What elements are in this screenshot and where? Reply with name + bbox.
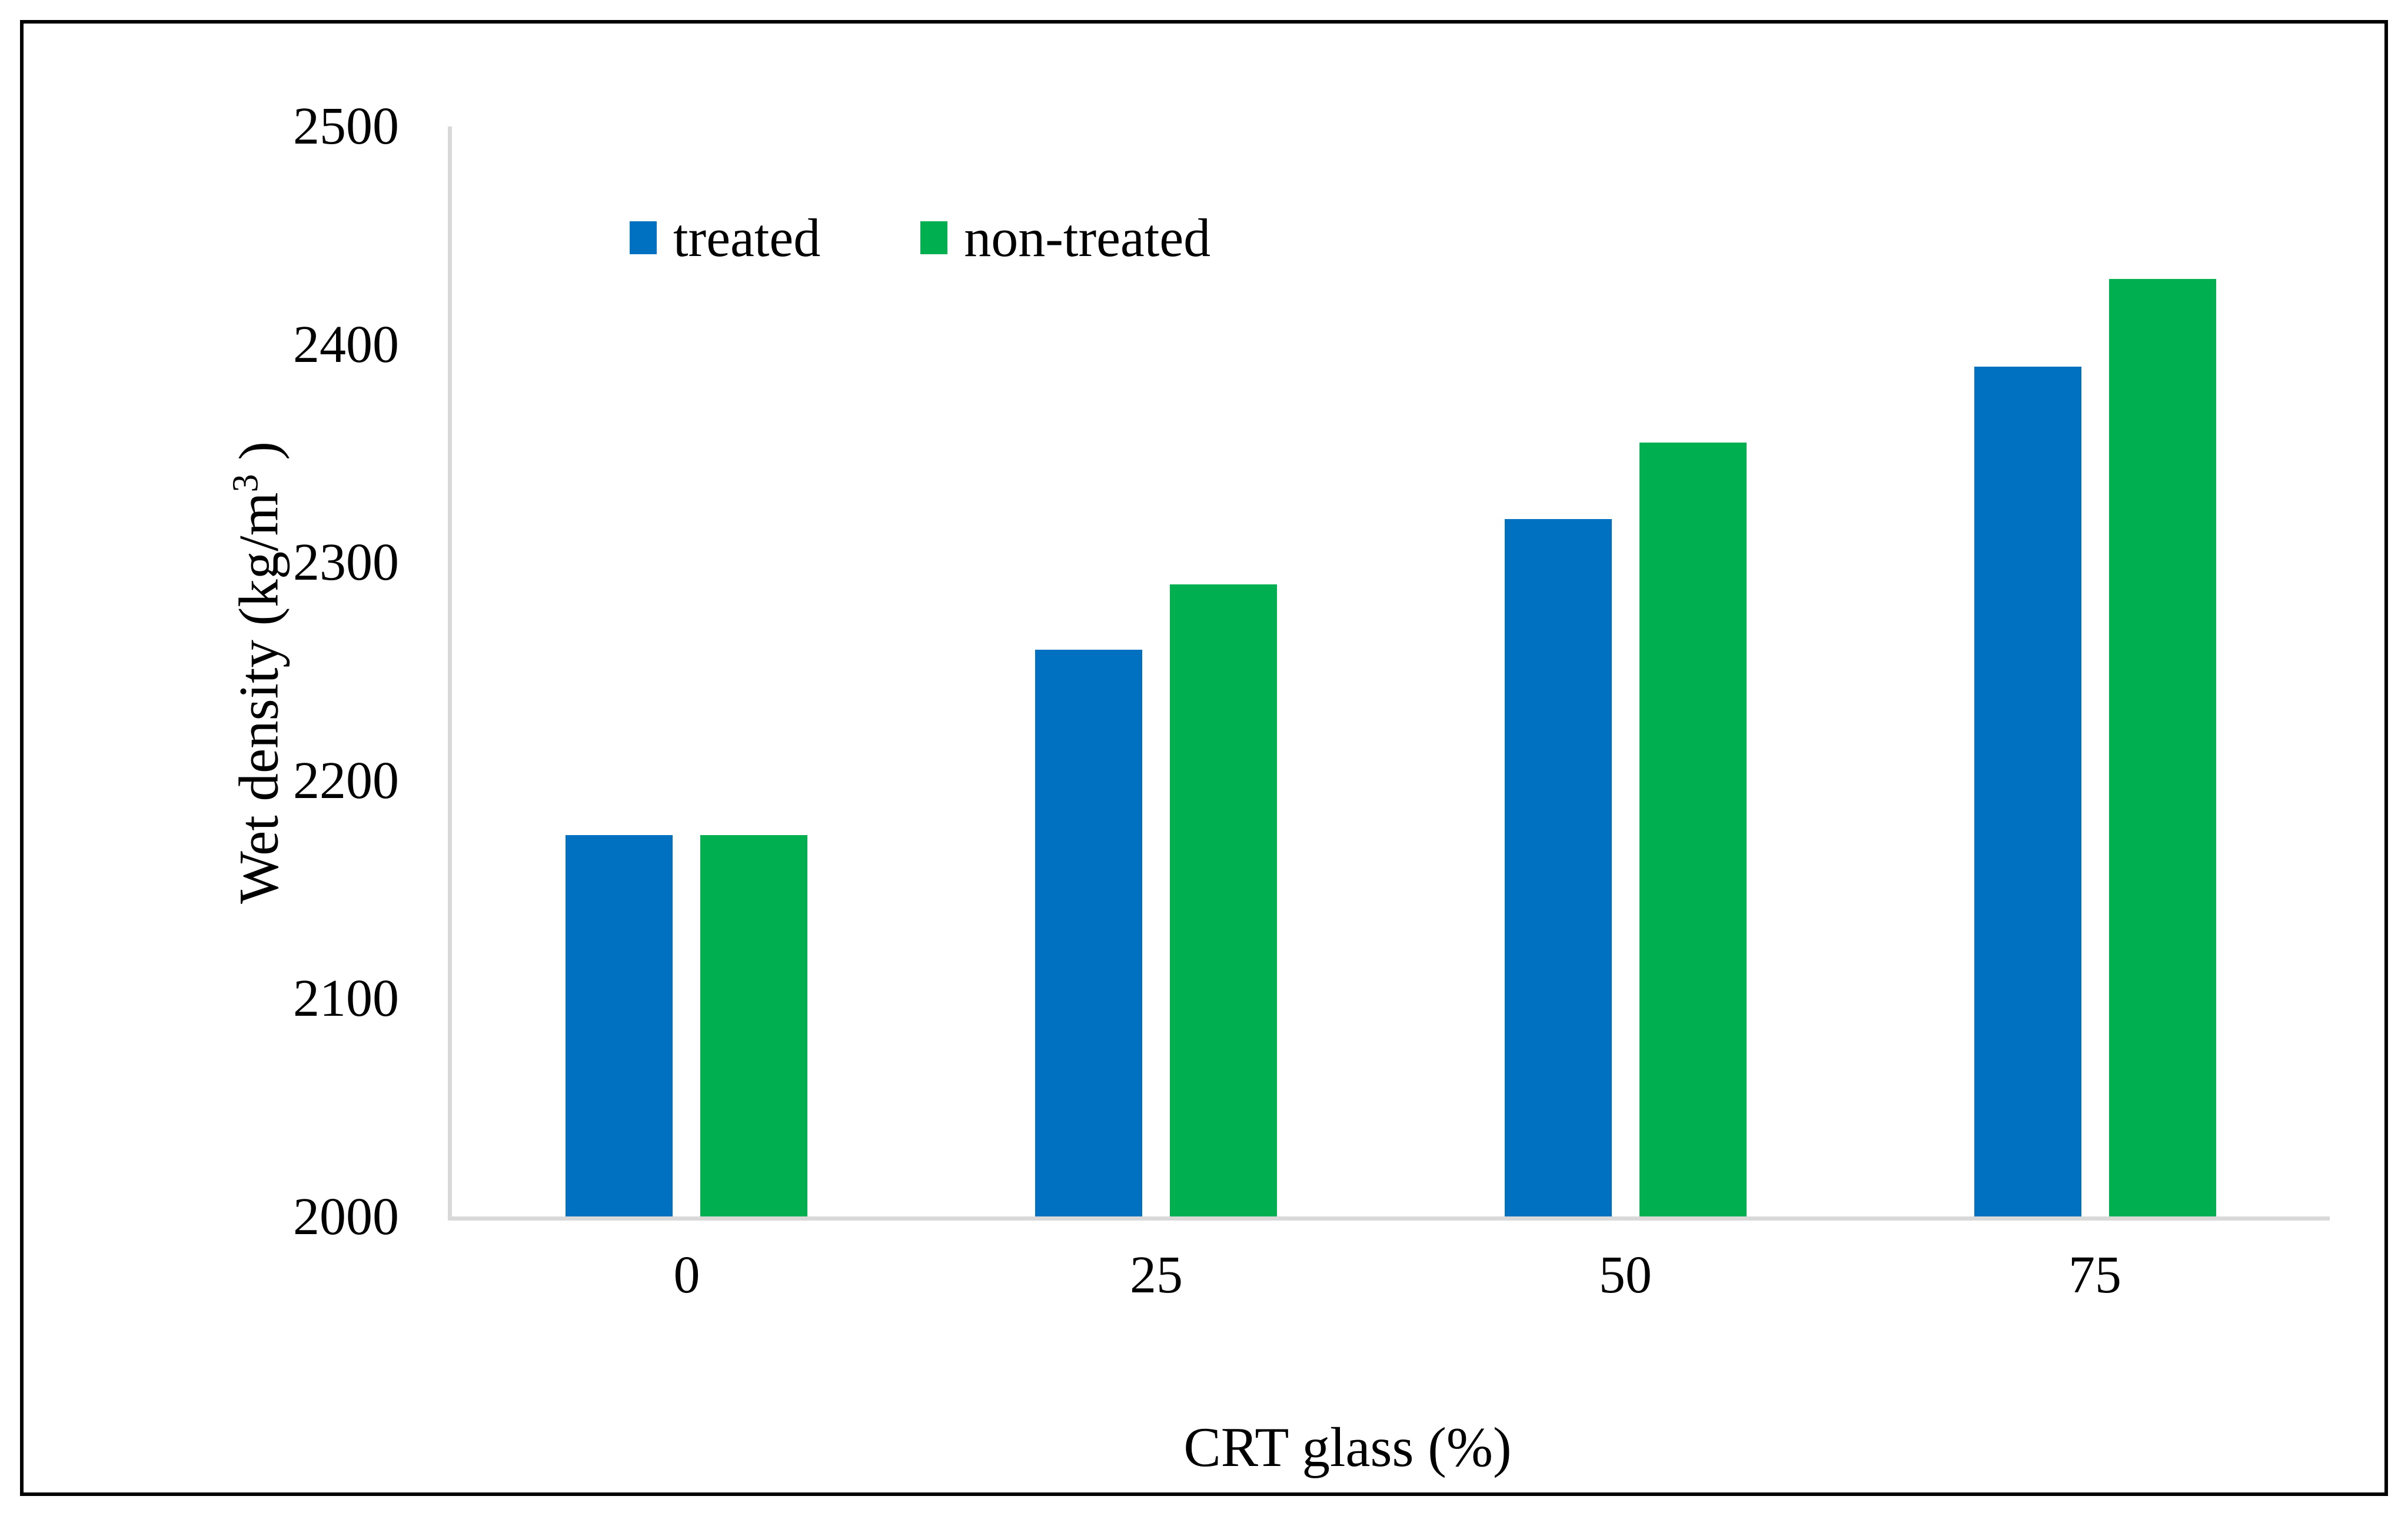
y-axis-title-text: Wet density (kg/m <box>227 492 290 904</box>
bar-treated-50 <box>1505 519 1612 1217</box>
x-axis-line <box>448 1216 2330 1221</box>
bar-treated-25 <box>1035 650 1142 1217</box>
y-axis-title: Wet density (kg/m3 ) <box>226 441 290 904</box>
legend-item-non-treated: non-treated <box>920 211 1210 265</box>
x-axis-title: CRT glass (%) <box>1183 1416 1512 1478</box>
bar-treated-0 <box>566 835 673 1217</box>
y-axis-line <box>448 127 452 1221</box>
y-tick-label: 2000 <box>293 1188 399 1246</box>
bar-treated-75 <box>1974 367 2081 1217</box>
x-tick-label: 75 <box>2068 1246 2121 1304</box>
bar-non-treated-50 <box>1639 443 1747 1217</box>
bar-non-treated-25 <box>1170 584 1277 1217</box>
legend-item-treated: treated <box>630 211 820 265</box>
bar-non-treated-0 <box>700 835 807 1217</box>
legend: treated non-treated <box>630 211 1210 265</box>
y-tick-label: 2300 <box>293 533 399 592</box>
y-tick-label: 2400 <box>293 315 399 374</box>
y-tick-label: 2100 <box>293 969 399 1028</box>
legend-swatch-icon <box>920 221 948 254</box>
legend-label: non-treated <box>964 208 1211 268</box>
y-tick-label: 2500 <box>293 97 399 155</box>
x-tick-label: 50 <box>1599 1246 1652 1304</box>
legend-label: treated <box>673 208 821 268</box>
y-axis-title-superscript: 3 <box>225 474 266 493</box>
legend-swatch-icon <box>630 221 657 254</box>
y-axis-title-suffix: ) <box>227 441 290 474</box>
x-tick-label: 0 <box>673 1246 700 1304</box>
chart-border-frame: treated non-treated 2000 2100 2200 2300 2400 2… <box>20 20 2388 1496</box>
bar-non-treated-75 <box>2109 279 2216 1217</box>
y-tick-label: 2200 <box>293 751 399 810</box>
x-tick-label: 25 <box>1130 1246 1183 1304</box>
